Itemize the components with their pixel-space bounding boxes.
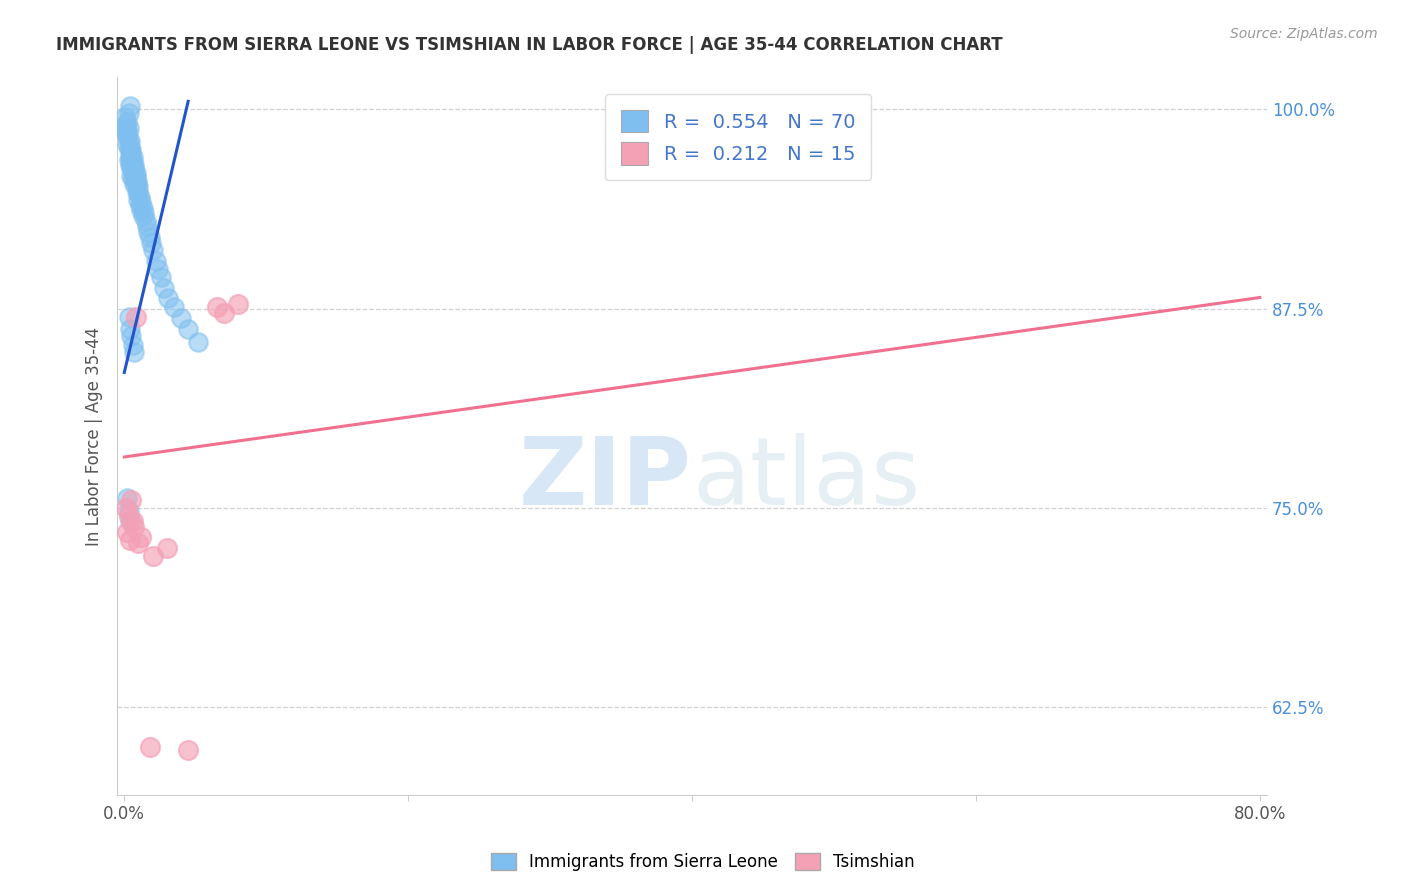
Point — [121, 170, 143, 185]
Point — [124, 169, 146, 184]
Text: IMMIGRANTS FROM SIERRA LEONE VS TSIMSHIAN IN LABOR FORCE | AGE 35-44 CORRELATION: IMMIGRANTS FROM SIERRA LEONE VS TSIMSHIA… — [56, 36, 1002, 54]
Text: atlas: atlas — [692, 434, 921, 525]
Point — [115, 129, 138, 144]
Point — [145, 253, 167, 268]
Point — [121, 514, 143, 528]
Point — [118, 514, 141, 528]
Point — [121, 163, 143, 178]
Point — [148, 261, 170, 276]
Point — [121, 155, 143, 169]
Point — [157, 291, 180, 305]
Point — [131, 194, 153, 209]
Point — [115, 121, 138, 136]
Y-axis label: In Labor Force | Age 35-44: In Labor Force | Age 35-44 — [86, 326, 103, 546]
Point — [131, 202, 153, 217]
Point — [125, 174, 148, 188]
Point — [120, 161, 142, 176]
Point — [117, 504, 139, 518]
Point — [212, 306, 235, 320]
Point — [177, 743, 200, 757]
Point — [115, 137, 138, 152]
Point — [131, 530, 153, 544]
Point — [135, 214, 157, 228]
Point — [117, 142, 139, 156]
Point — [124, 166, 146, 180]
Point — [114, 126, 136, 140]
Point — [117, 310, 139, 324]
Point — [127, 193, 149, 207]
Point — [114, 501, 136, 516]
Point — [177, 322, 200, 336]
Point — [114, 111, 136, 125]
Point — [127, 186, 149, 200]
Point — [127, 178, 149, 193]
Point — [139, 230, 162, 244]
Point — [121, 150, 143, 164]
Point — [115, 115, 138, 129]
Point — [122, 178, 145, 192]
Point — [205, 300, 228, 314]
Point — [120, 493, 142, 508]
Point — [156, 541, 179, 555]
Point — [124, 310, 146, 324]
Point — [120, 142, 142, 156]
Point — [122, 169, 145, 184]
Point — [117, 134, 139, 148]
Point — [122, 344, 145, 359]
Text: Source: ZipAtlas.com: Source: ZipAtlas.com — [1230, 27, 1378, 41]
Point — [118, 142, 141, 156]
Legend: R =  0.554   N = 70, R =  0.212   N = 15: R = 0.554 N = 70, R = 0.212 N = 15 — [606, 95, 870, 180]
Point — [118, 99, 141, 113]
Point — [118, 134, 141, 148]
Point — [117, 121, 139, 136]
Point — [118, 158, 141, 172]
Point — [142, 243, 165, 257]
Point — [141, 236, 163, 251]
Point — [121, 338, 143, 352]
Point — [138, 225, 160, 239]
Point — [117, 126, 139, 140]
Point — [114, 118, 136, 132]
Point — [118, 533, 141, 547]
Point — [118, 322, 141, 336]
Point — [226, 297, 249, 311]
Point — [115, 524, 138, 539]
Point — [127, 536, 149, 550]
Point — [122, 158, 145, 172]
Point — [125, 186, 148, 200]
Point — [124, 178, 146, 192]
Point — [115, 491, 138, 506]
Point — [117, 153, 139, 168]
Point — [134, 206, 156, 220]
Point — [118, 150, 141, 164]
Point — [132, 201, 155, 215]
Point — [142, 549, 165, 563]
Point — [117, 508, 139, 523]
Point — [139, 740, 162, 755]
Point — [120, 147, 142, 161]
Point — [120, 153, 142, 168]
Point — [122, 161, 145, 176]
Point — [117, 105, 139, 120]
Point — [170, 311, 193, 326]
Point — [136, 219, 159, 233]
Point — [129, 190, 152, 204]
Text: ZIP: ZIP — [519, 434, 692, 525]
Legend: Immigrants from Sierra Leone, Tsimshian: Immigrants from Sierra Leone, Tsimshian — [482, 845, 924, 880]
Point — [132, 209, 155, 223]
Point — [163, 300, 186, 314]
Point — [153, 281, 176, 295]
Point — [120, 169, 142, 184]
Point — [129, 198, 152, 212]
Point — [125, 178, 148, 193]
Point — [150, 269, 173, 284]
Point — [120, 328, 142, 343]
Point — [122, 520, 145, 534]
Point — [187, 335, 209, 350]
